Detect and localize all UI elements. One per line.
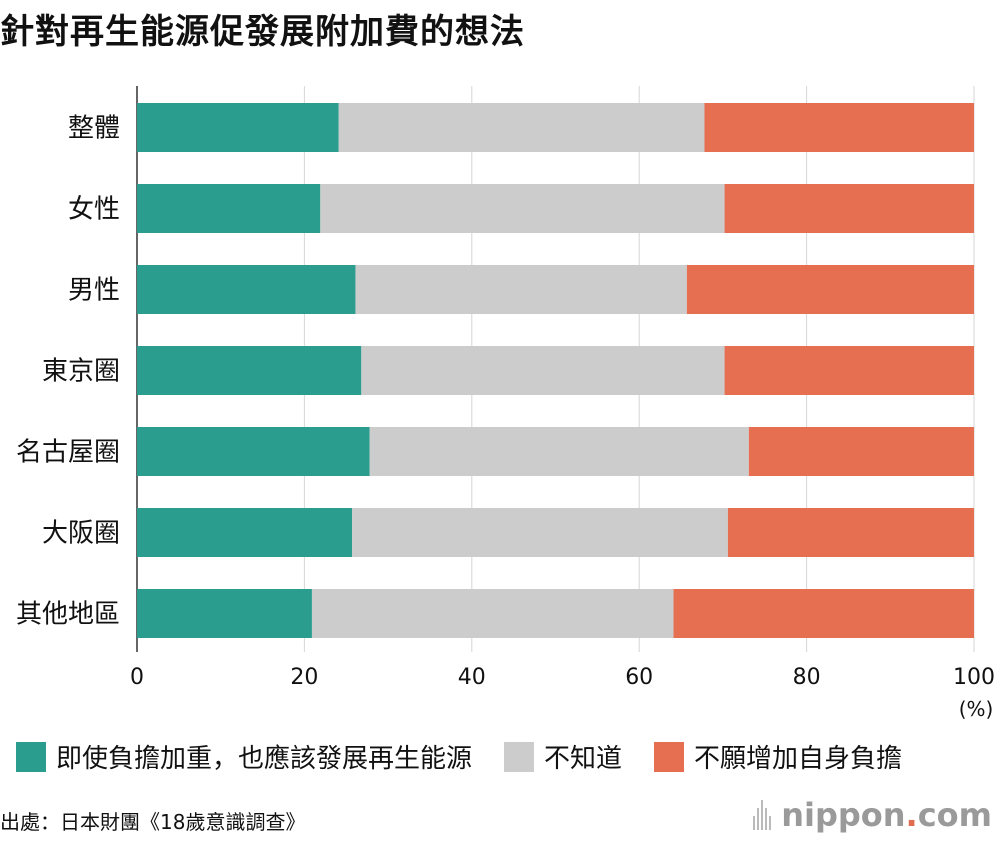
brand-bars-icon bbox=[753, 800, 773, 830]
legend-swatch bbox=[654, 741, 685, 772]
category-label: 男性 bbox=[68, 276, 120, 306]
bar-segment bbox=[355, 265, 687, 314]
category-label: 名古屋圈 bbox=[16, 438, 120, 468]
bar-segment bbox=[704, 103, 974, 152]
legend-item-support: 即使負擔加重，也應該發展再生能源 bbox=[16, 738, 472, 775]
bar-segment bbox=[137, 184, 321, 233]
bar-segment bbox=[137, 508, 353, 557]
legend-swatch bbox=[504, 741, 535, 772]
legend-item-unknown: 不知道 bbox=[504, 738, 622, 775]
brand-logo: nippon.com bbox=[753, 796, 992, 834]
bar-segment bbox=[748, 427, 974, 476]
brand-suffix: com bbox=[917, 796, 992, 834]
x-tick-label: 0 bbox=[130, 665, 144, 690]
x-tick-labels: 0 20 40 60 80 100 bbox=[130, 665, 995, 690]
bar-segment bbox=[311, 589, 674, 638]
bar-segment bbox=[137, 346, 362, 395]
category-label: 整體 bbox=[68, 114, 120, 144]
legend-label: 即使負擔加重，也應該發展再生能源 bbox=[56, 744, 473, 774]
bar-segment bbox=[320, 184, 725, 233]
chart-title: 針對再生能源促發展附加費的想法 bbox=[0, 12, 525, 52]
bar-segment bbox=[361, 346, 725, 395]
bar-segment bbox=[686, 265, 974, 314]
source-note: 出處：日本財團《18歲意識調查》 bbox=[0, 810, 306, 834]
brand-dot: . bbox=[905, 796, 918, 834]
bar-segment bbox=[137, 427, 370, 476]
bar-segment bbox=[673, 589, 974, 638]
legend-item-oppose: 不願增加自身負擔 bbox=[654, 738, 902, 775]
bar-segment bbox=[727, 508, 974, 557]
bar-segment bbox=[724, 346, 974, 395]
x-tick-label: 100 bbox=[953, 665, 995, 690]
category-label: 其他地區 bbox=[16, 600, 120, 630]
bar-segment bbox=[338, 103, 705, 152]
legend-label: 不願增加自身負擔 bbox=[694, 744, 903, 774]
bar-segment bbox=[724, 184, 974, 233]
x-tick-label: 60 bbox=[625, 665, 653, 690]
category-label: 東京圈 bbox=[42, 357, 120, 387]
bar-segment bbox=[352, 508, 728, 557]
legend-label: 不知道 bbox=[544, 744, 623, 774]
bar-segment bbox=[137, 589, 312, 638]
x-tick-label: 20 bbox=[290, 665, 318, 690]
bar-segment bbox=[137, 265, 356, 314]
category-label: 女性 bbox=[68, 195, 120, 225]
x-tick-label: 80 bbox=[793, 665, 821, 690]
category-label: 大阪圈 bbox=[42, 519, 120, 549]
legend: 即使負擔加重，也應該發展再生能源 不知道 不願增加自身負擔 bbox=[16, 738, 902, 775]
unit-label: (%) bbox=[959, 697, 994, 721]
bar-segment bbox=[369, 427, 749, 476]
legend-swatch bbox=[16, 741, 46, 772]
bars bbox=[137, 103, 974, 638]
x-tick-label: 40 bbox=[458, 665, 486, 690]
bar-segment bbox=[137, 103, 339, 152]
brand-name: nippon bbox=[781, 796, 906, 834]
